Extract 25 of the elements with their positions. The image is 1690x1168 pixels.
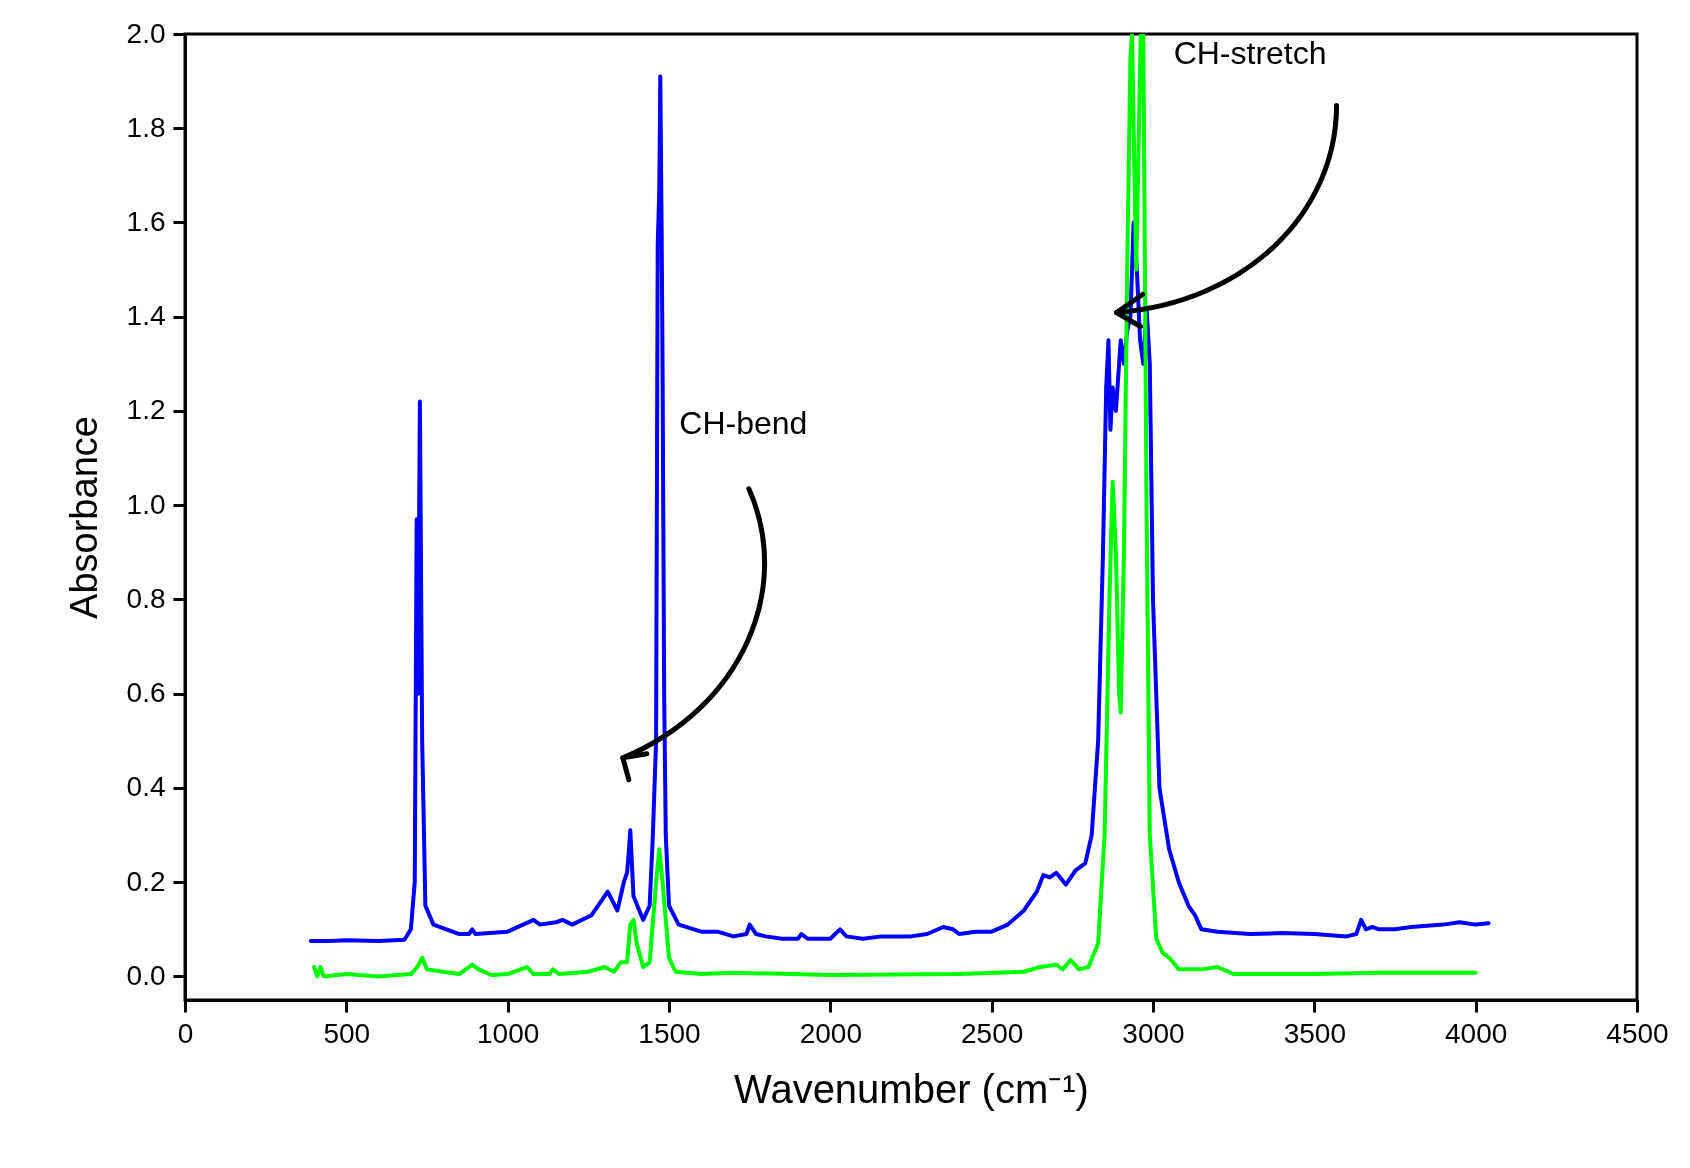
x-tick-label: 4000	[1445, 1017, 1508, 1049]
annotation: CH-stretch	[1173, 34, 1327, 71]
x-tick-label: 2500	[961, 1017, 1024, 1049]
y-tick-label: 0.0	[126, 959, 166, 991]
y-tick-label: 2.0	[126, 17, 166, 49]
y-tick-label: 0.6	[126, 677, 166, 709]
y-tick-label: 1.2	[126, 394, 166, 426]
x-tick-label: 1500	[638, 1017, 701, 1049]
y-tick-label: 0.8	[126, 582, 166, 614]
y-tick-label: 0.2	[126, 865, 166, 897]
x-tick-label: 3000	[1122, 1017, 1185, 1049]
y-tick-label: 1.4	[126, 300, 166, 332]
x-tick-label: 1000	[477, 1017, 540, 1049]
y-tick-label: 1.0	[126, 488, 166, 520]
y-tick-label: 1.8	[126, 111, 166, 143]
x-tick-label: 0	[177, 1017, 194, 1049]
y-tick-label: 0.4	[126, 771, 166, 803]
x-tick-label: 4500	[1606, 1017, 1669, 1049]
y-tick-label: 1.6	[126, 205, 166, 237]
x-tick-label: 3500	[1283, 1017, 1346, 1049]
x-tick-label: 2000	[799, 1017, 862, 1049]
x-axis-title: Wavenumber (cm⁻¹)	[734, 1066, 1089, 1111]
annotation: CH-bend	[679, 404, 808, 441]
x-tick-label: 500	[323, 1017, 371, 1049]
y-axis-title: Absorbance	[62, 416, 105, 619]
